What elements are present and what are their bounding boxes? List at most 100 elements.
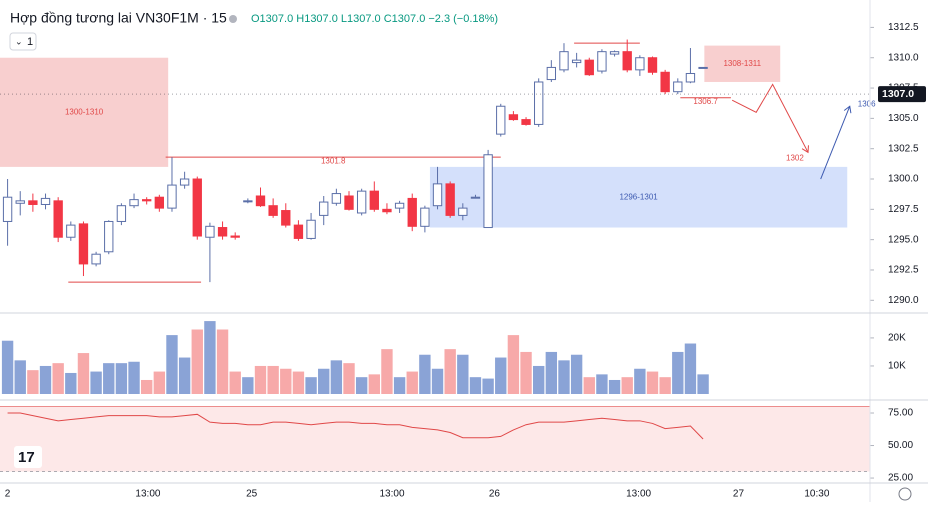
- candle-body: [698, 66, 708, 69]
- y-tick-label: 20K: [888, 333, 906, 344]
- interval-button[interactable]: [9, 32, 37, 51]
- volume-bar: [457, 354, 469, 394]
- volume-bar: [305, 377, 317, 394]
- candle-body: [635, 57, 645, 71]
- arrow-head: [843, 105, 852, 114]
- level-label: 1301.8: [321, 156, 346, 165]
- level-label: 1306.7: [693, 97, 718, 106]
- zone-label: 1308-1311: [723, 59, 761, 68]
- logo: [14, 446, 42, 468]
- volume-bar: [406, 371, 418, 394]
- candle-body: [597, 51, 607, 72]
- candle-body: [584, 59, 594, 76]
- y-tick-label: 1292.5: [888, 265, 919, 276]
- candle-body: [230, 235, 240, 238]
- volume-bar: [368, 374, 380, 394]
- volume-bar: [77, 353, 90, 394]
- y-tick-label: 1295.0: [888, 234, 919, 245]
- interval: 1: [27, 36, 33, 48]
- volume-bar: [507, 335, 520, 394]
- x-tick-label: 13:00: [379, 489, 404, 500]
- volume-bar: [482, 378, 494, 394]
- candle-body: [192, 178, 202, 237]
- candle-body: [432, 183, 443, 207]
- volume-bar: [330, 360, 343, 394]
- x-tick-label: 13:00: [626, 489, 651, 500]
- volume-bar: [292, 371, 305, 394]
- candle-body: [660, 71, 670, 93]
- volume-bar: [242, 377, 254, 394]
- candle-body: [356, 190, 367, 214]
- volume-bar: [469, 377, 482, 394]
- rsi-band: [0, 406, 870, 472]
- x-tick-label: 10:30: [804, 489, 829, 500]
- zone: [704, 45, 781, 82]
- candle-body: [129, 199, 139, 207]
- volume-bar: [634, 368, 646, 394]
- candle-body: [534, 81, 544, 125]
- y-tick-label: 1297.5: [888, 204, 919, 215]
- candle-body: [382, 208, 392, 213]
- candle-body: [268, 205, 278, 216]
- volume-bar: [90, 371, 102, 394]
- volume-bar: [393, 377, 406, 394]
- x-tick-label: 26: [489, 489, 501, 500]
- candle-body: [116, 205, 127, 222]
- candle-body: [205, 225, 215, 238]
- y-tick-label: 1302.5: [888, 143, 919, 154]
- candle-body: [369, 190, 379, 210]
- y-tick-label: 1310.0: [888, 52, 919, 63]
- volume-bar: [672, 351, 684, 394]
- volume-bar: [140, 379, 153, 394]
- candle-body: [243, 200, 253, 203]
- rsi-line: [7, 412, 704, 440]
- candle-body: [142, 199, 152, 202]
- zone-label: 1296-1301: [619, 192, 658, 201]
- candle-body: [685, 72, 696, 83]
- candle-body: [445, 183, 455, 216]
- forecast-path: [731, 83, 809, 153]
- zone-label: 1300-1310: [65, 107, 104, 116]
- volume-bar: [621, 377, 633, 394]
- x-tick-label: 13:00: [135, 489, 160, 500]
- volume-bar: [495, 357, 507, 394]
- arrow-head: [801, 145, 809, 154]
- volume-bar: [191, 329, 203, 394]
- volume-bar: [343, 363, 355, 394]
- layers: 1300-1310 1296-1301 1308-1311 1301.8 1306.7 1…: [0, 22, 926, 500]
- candle-body: [40, 197, 51, 205]
- candle-body: [420, 207, 430, 227]
- volume-bar: [128, 361, 140, 394]
- candle-body: [66, 224, 76, 238]
- candle-body: [344, 195, 354, 210]
- candle-body: [154, 196, 165, 209]
- volume-bar: [166, 335, 178, 394]
- x-tick-label: 2: [5, 489, 11, 500]
- candle-body: [15, 200, 25, 204]
- volume-bar: [1, 340, 14, 394]
- volume-bar: [355, 377, 368, 394]
- last-price-box: [878, 86, 926, 103]
- volume-bar: [608, 379, 621, 394]
- forecast-path: [820, 106, 851, 180]
- volume-bar: [254, 365, 267, 394]
- candle-body: [53, 200, 63, 238]
- volume-bar: [267, 365, 279, 394]
- volume-bar: [697, 374, 709, 394]
- y-tick-label: 1305.0: [888, 113, 919, 124]
- volume-bar: [204, 321, 216, 394]
- x-tick-label: 25: [246, 489, 258, 500]
- candle-body: [217, 227, 228, 237]
- symbol-title: Hợp đồng tương lai VN30F1M · 15: [10, 10, 227, 26]
- candle-body: [28, 200, 38, 205]
- y-tick-label: 1300.0: [888, 174, 919, 185]
- path-label: 1302: [786, 153, 804, 162]
- candle-body: [673, 81, 683, 93]
- candle-body: [609, 51, 620, 55]
- volume-bar: [27, 370, 39, 394]
- volume-bar: [115, 363, 128, 394]
- candle-body: [179, 178, 190, 186]
- settings-icon[interactable]: [898, 487, 912, 501]
- volume-bar: [381, 349, 393, 394]
